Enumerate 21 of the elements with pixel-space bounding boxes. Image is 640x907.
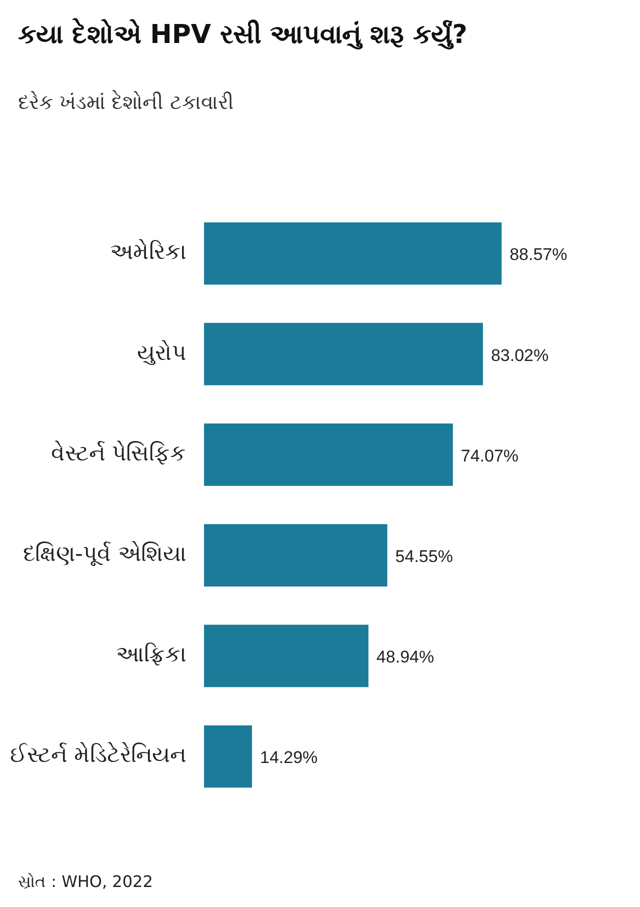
chart-title: કયા દેશોએ HPV રસી આપવાનું શરૂ કર્યું?: [18, 20, 468, 50]
data-label: 74.07%: [460, 446, 519, 466]
bar: [204, 424, 453, 486]
y-tick-label: અમેરિકા: [110, 239, 186, 266]
data-label: 54.55%: [395, 546, 453, 566]
data-label: 83.02%: [490, 346, 549, 365]
y-tick-label: યુરોપ: [136, 340, 186, 366]
bar: [204, 524, 388, 586]
data-label: 48.94%: [376, 648, 434, 667]
data-label: 88.57%: [510, 245, 568, 264]
bar: [204, 322, 483, 386]
y-tick-label: દક્ષિણ-પૂર્વ એશિયા: [23, 541, 186, 568]
bar: [204, 222, 502, 285]
bar: [204, 624, 368, 688]
y-tick-label: ઈસ્ટર્ન મેડિટેરેનિયન: [10, 742, 186, 768]
chart-subtitle: દરેક ખંડમાં દેશોની ટકાવારી: [18, 90, 234, 114]
bar: [204, 725, 252, 788]
y-tick-label: આફ્રિકા: [116, 642, 186, 668]
data-label: 14.29%: [260, 748, 318, 768]
y-tick-label: વેસ્ટર્ન પેસિફિક: [50, 440, 186, 466]
text: સ્રોત : WHO, 2022: [18, 872, 153, 891]
